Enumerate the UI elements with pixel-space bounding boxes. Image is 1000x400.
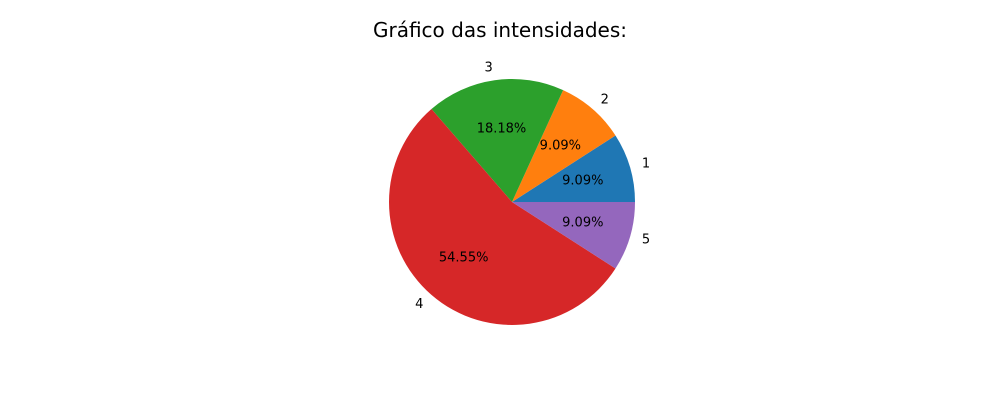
pie-slice-5 bbox=[512, 202, 635, 269]
pie-percent-label: 9.09% bbox=[562, 174, 603, 189]
pie-slice-1 bbox=[512, 135, 635, 202]
pie-category-label: 4 bbox=[415, 297, 423, 312]
pie-slice-3 bbox=[431, 78, 564, 202]
pie-slice-4 bbox=[389, 109, 616, 325]
pie-category-label: 5 bbox=[642, 233, 650, 248]
pie-percent-label: 9.09% bbox=[540, 139, 581, 154]
chart-title: Gráfico das intensidades: bbox=[372, 18, 628, 42]
pie-slice-2 bbox=[512, 90, 616, 202]
pie-percent-label: 18.18% bbox=[477, 121, 527, 136]
pie-category-label: 3 bbox=[484, 61, 492, 76]
pie-slices bbox=[389, 78, 635, 325]
pie-category-label: 2 bbox=[601, 92, 609, 107]
pie-percent-label: 9.09% bbox=[562, 215, 603, 230]
pie-category-label: 1 bbox=[642, 156, 650, 171]
pie-labels: 9.09% 1 9.09% 2 18.18% 3 54.55% 4 9.09% 5 bbox=[415, 61, 650, 312]
pie-percent-label: 54.55% bbox=[439, 250, 489, 265]
